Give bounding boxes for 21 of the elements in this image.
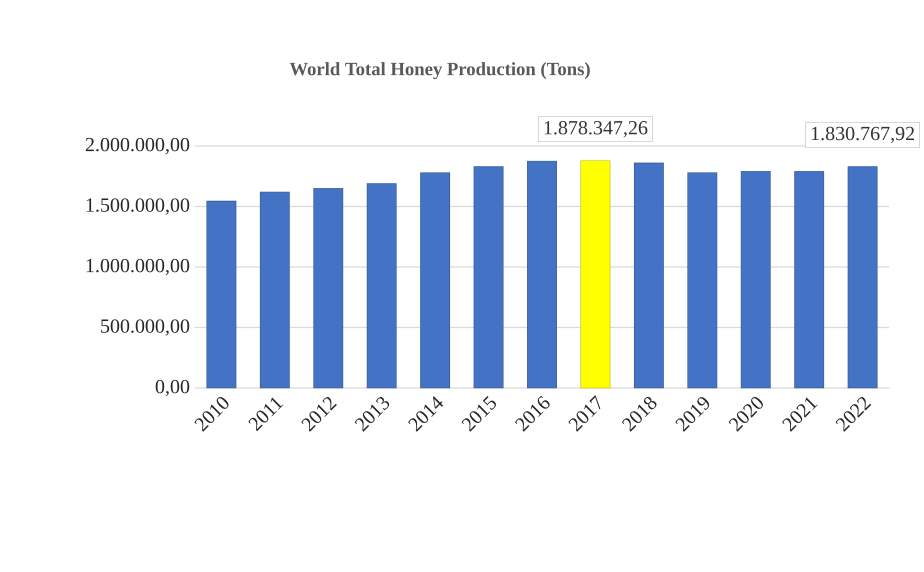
bar <box>313 188 344 388</box>
bar <box>420 172 450 388</box>
data-label: 1.878.347,26 <box>544 120 648 138</box>
bar <box>634 162 664 388</box>
bar <box>848 166 878 388</box>
y-tick-label: 2.000.000,00 <box>86 138 190 154</box>
y-tick-label: 0,00 <box>156 380 190 396</box>
bar <box>366 183 397 388</box>
chart-title: World Total Honey Production (Tons) <box>290 62 590 80</box>
bar <box>580 160 610 388</box>
bar <box>740 171 771 388</box>
y-tick-label: 1.500.000,00 <box>86 198 190 215</box>
bar <box>206 200 236 388</box>
bar <box>527 160 557 388</box>
y-tick-label: 500.000,00 <box>101 319 190 336</box>
y-tick-label: 1.000.000,00 <box>86 258 190 276</box>
bar <box>794 171 824 388</box>
data-label: 1.830.767,92 <box>812 126 914 144</box>
bar <box>687 172 718 388</box>
bar <box>260 192 290 388</box>
bar <box>474 166 504 388</box>
